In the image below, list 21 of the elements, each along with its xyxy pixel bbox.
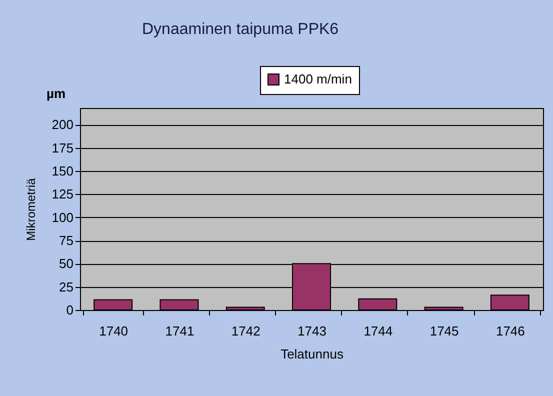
y-tick-label: 25 — [59, 279, 74, 294]
text: µm — [46, 86, 66, 101]
y-tick-label: 75 — [59, 233, 74, 248]
y-tick-label: 200 — [52, 117, 74, 132]
x-tick-label: 1744 — [364, 324, 393, 338]
y-tick-label: 0 — [66, 302, 74, 318]
y-axis-title: Mikrometriä — [24, 178, 38, 241]
x-tick-label: 1743 — [298, 324, 326, 338]
y-tick-label: 175 — [52, 140, 74, 156]
x-tick-label: 1745 — [430, 324, 459, 338]
x-tick-label: 1746 — [496, 324, 525, 338]
legend-label: 1400 m/min — [284, 72, 352, 86]
x-tick-label: 1740 — [99, 324, 128, 338]
chart-title: Dynaaminen taipuma PPK6 — [142, 21, 339, 38]
y-tick-label: 150 — [52, 164, 74, 179]
y-tick-label: 50 — [59, 256, 74, 272]
y-tick-label: 125 — [52, 186, 74, 202]
x-tick-label: 1742 — [231, 324, 260, 338]
x-axis-title: Telatunnus — [280, 346, 344, 362]
y-tick-label: 100 — [52, 210, 74, 225]
x-tick-label: 1741 — [165, 324, 194, 338]
